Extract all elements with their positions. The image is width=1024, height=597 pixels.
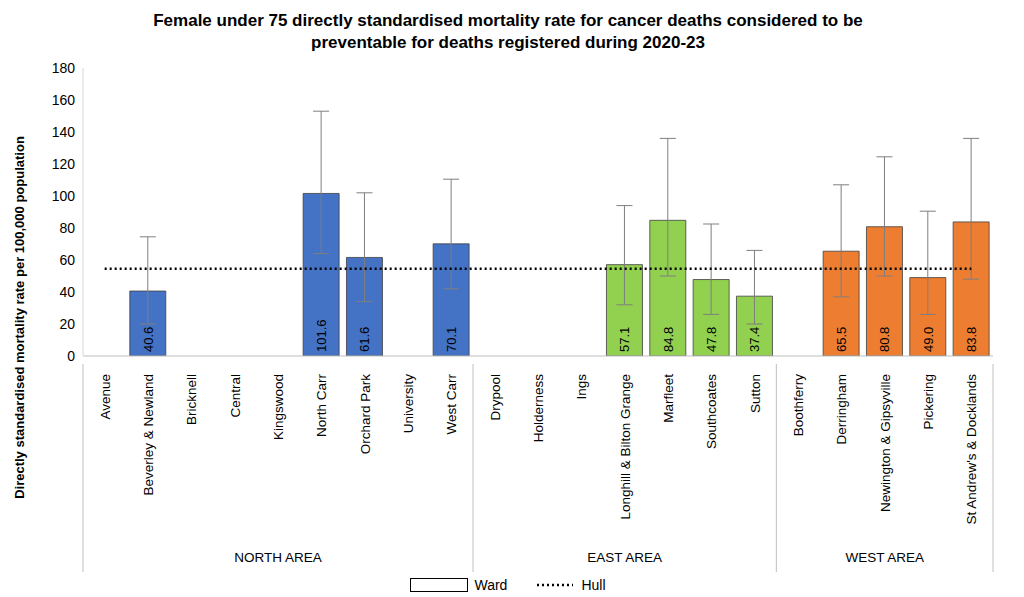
svg-text:Drypool: Drypool — [488, 374, 503, 421]
svg-text:Holderness: Holderness — [531, 374, 546, 443]
svg-text:160: 160 — [52, 92, 76, 108]
svg-text:180: 180 — [52, 60, 76, 76]
svg-text:80.8: 80.8 — [877, 327, 892, 352]
svg-text:Directly standardised mortalit: Directly standardised mortality rate per… — [12, 136, 27, 499]
svg-text:Derringham: Derringham — [834, 374, 849, 445]
svg-text:Newington & Gipsyville: Newington & Gipsyville — [878, 374, 893, 512]
svg-text:Boothferry: Boothferry — [791, 374, 806, 437]
svg-text:37.4: 37.4 — [747, 327, 762, 352]
svg-text:Pickering: Pickering — [921, 374, 936, 430]
svg-text:140: 140 — [52, 124, 76, 140]
svg-text:Avenue: Avenue — [98, 374, 113, 420]
svg-text:Longhill & Bilton Grange: Longhill & Bilton Grange — [618, 374, 633, 520]
svg-text:Kingswood: Kingswood — [271, 374, 286, 440]
svg-text:40: 40 — [59, 284, 75, 300]
svg-text:61.6: 61.6 — [357, 327, 372, 352]
svg-text:80: 80 — [59, 220, 75, 236]
svg-text:Beverley & Newland: Beverley & Newland — [141, 374, 156, 496]
html-text:Ward: Ward — [474, 577, 508, 593]
svg-text:Ings: Ings — [574, 374, 589, 400]
html-text:Female under 75 directly stand: Female under 75 directly standardised mo… — [153, 11, 863, 52]
svg-text:Marfleet: Marfleet — [661, 374, 676, 423]
svg-text:EAST AREA: EAST AREA — [587, 550, 662, 565]
svg-text:Orchard Park: Orchard Park — [358, 374, 373, 455]
svg-text:40.6: 40.6 — [141, 327, 156, 352]
svg-text:20: 20 — [59, 316, 75, 332]
svg-text:West Carr: West Carr — [444, 374, 459, 435]
svg-text:49.0: 49.0 — [921, 327, 936, 352]
svg-text:70.1: 70.1 — [444, 327, 459, 352]
svg-text:100: 100 — [52, 188, 76, 204]
svg-text:120: 120 — [52, 156, 76, 172]
svg-text:Sutton: Sutton — [748, 374, 763, 413]
svg-text:NORTH AREA: NORTH AREA — [234, 550, 322, 565]
svg-text:84.8: 84.8 — [661, 327, 676, 352]
svg-text:47.8: 47.8 — [704, 327, 719, 352]
svg-text:101.6: 101.6 — [314, 319, 329, 352]
svg-text:North Carr: North Carr — [314, 374, 329, 438]
svg-text:65.5: 65.5 — [834, 327, 849, 352]
svg-text:Southcoates: Southcoates — [704, 374, 719, 449]
svg-text:Central: Central — [228, 374, 243, 418]
svg-text:60: 60 — [59, 252, 75, 268]
html-text:Hull: Hull — [581, 577, 606, 593]
svg-text:St Andrew's & Docklands: St Andrew's & Docklands — [964, 374, 979, 525]
svg-text:Bricknell: Bricknell — [184, 374, 199, 425]
svg-text:WEST AREA: WEST AREA — [845, 550, 924, 565]
svg-text:57.1: 57.1 — [617, 327, 632, 352]
svg-text:0: 0 — [67, 348, 75, 364]
svg-text:University: University — [401, 374, 416, 434]
svg-text:83.8: 83.8 — [964, 327, 979, 352]
